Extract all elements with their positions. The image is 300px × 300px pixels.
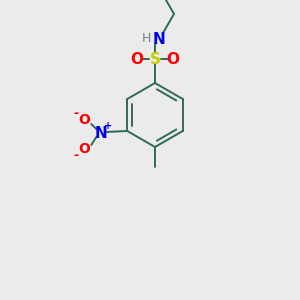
- Text: -: -: [74, 149, 79, 163]
- Text: O: O: [78, 113, 90, 127]
- Text: H: H: [141, 32, 151, 44]
- Text: S: S: [149, 52, 161, 67]
- Text: N: N: [95, 125, 108, 140]
- Text: N: N: [153, 32, 165, 46]
- Text: O: O: [130, 52, 143, 67]
- Text: O: O: [167, 52, 179, 67]
- Text: -: -: [74, 107, 79, 121]
- Text: +: +: [104, 121, 112, 131]
- Text: O: O: [78, 142, 90, 156]
